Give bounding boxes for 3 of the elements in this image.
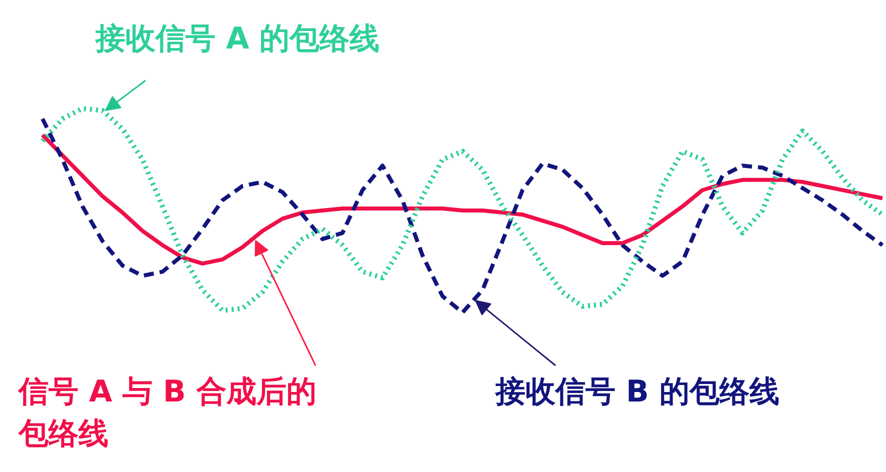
text: 接收信号 B 的包络线: [494, 374, 780, 410]
text: 接收信号 A 的包络线: [94, 22, 380, 56]
text: 信号 A 与 B 合成后的包络线: [18, 374, 316, 452]
